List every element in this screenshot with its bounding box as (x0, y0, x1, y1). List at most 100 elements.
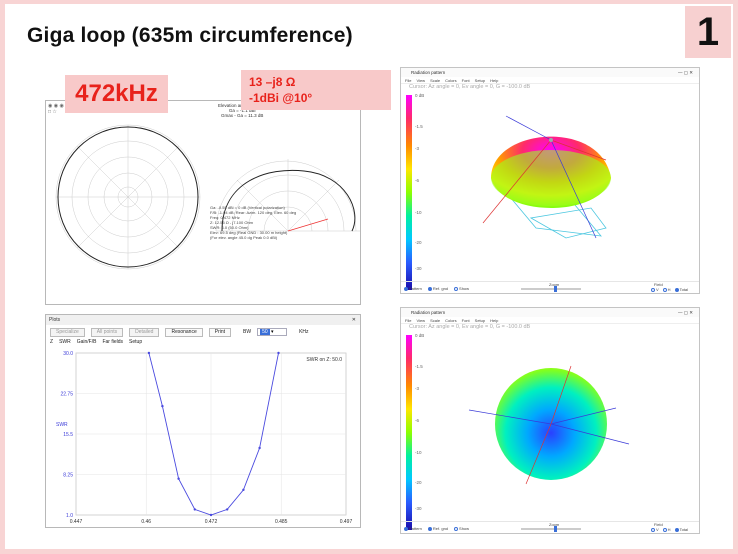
menu-font[interactable]: Font (461, 78, 470, 83)
zoom-slider[interactable] (521, 288, 581, 290)
field-label: Field (654, 282, 663, 287)
field-total-radio[interactable]: Total (674, 527, 688, 532)
azimuth-polar-plot (55, 124, 201, 270)
menu-scale[interactable]: Scale (430, 78, 441, 83)
scale-label: -1.5 (415, 124, 423, 129)
zoom-thumb[interactable] (554, 286, 557, 292)
slide-number: 1 (685, 6, 731, 58)
zoom-thumb[interactable] (554, 526, 557, 532)
x-tick-label: 0.497 (340, 519, 353, 525)
radiation-pattern-window-top: Radiation pattern — ▢ ✕ File View Scale C… (400, 67, 700, 294)
menu-help[interactable]: Help (490, 318, 499, 323)
close-icon[interactable]: ✕ (351, 317, 356, 323)
pattern-checkbox[interactable]: Pattern (404, 286, 422, 291)
menu-view[interactable]: View (416, 318, 426, 323)
field-v-radio[interactable]: V (651, 527, 659, 532)
scale-label: -30 (415, 506, 422, 511)
color-scale-bar (406, 95, 412, 290)
radiation-controls: Pattern Ref. gnd Show Zoom Field V H Tot… (401, 521, 699, 533)
bw-label: BW (243, 329, 252, 335)
radiation-menu: File View Scale Colors Font Setup Help (401, 317, 699, 324)
menu-file[interactable]: File (405, 318, 412, 323)
scale-label: -6 (415, 418, 420, 423)
plots-menu: Z SWR Gain/F/B Far fields Setup (50, 339, 142, 345)
menu-help[interactable]: Help (490, 78, 499, 83)
zoom-label: Zoom (549, 282, 560, 287)
y-tick-label: 1.0 (66, 513, 73, 519)
specialize-button[interactable]: Specialize (50, 327, 85, 337)
swr-data-point (161, 404, 164, 408)
show-checkbox[interactable]: Show (454, 526, 469, 531)
elevation-pattern-window: ◉ ◉ ◉□ ☆ Elevation angle = 70deg Ga = -1… (45, 100, 361, 305)
zoom-slider[interactable] (521, 528, 581, 530)
resonance-button[interactable]: Resonance (165, 327, 203, 337)
scale-label: -3 (415, 386, 420, 391)
field-label: Field (654, 522, 663, 527)
color-scale-bar (406, 335, 412, 530)
scale-label: -10 (415, 450, 422, 455)
ref-gnd-checkbox[interactable]: Ref. gnd (427, 286, 448, 291)
swr-data-point (226, 508, 229, 511)
menu-colors[interactable]: Colors (445, 78, 457, 83)
all-points-button[interactable]: All points (90, 327, 124, 337)
radiation-3d-view (482, 115, 611, 239)
scale-label: 0 dB (415, 333, 425, 338)
x-tick-label: 0.472 (205, 519, 218, 525)
menu-scale[interactable]: Scale (430, 318, 441, 323)
scale-label: -6 (415, 178, 420, 183)
print-button[interactable]: Print (208, 327, 232, 337)
cursor-readout: Cursor: Az angle = 0, Ev angle = 0, G = … (409, 324, 531, 330)
swr-data-point (209, 513, 213, 517)
menu-setup[interactable]: Setup (129, 339, 143, 345)
menu-setup[interactable]: Setup (474, 318, 486, 323)
swr-data-point (193, 508, 196, 511)
menu-z[interactable]: Z (50, 339, 54, 345)
swr-data-point (277, 351, 280, 355)
swr-chart: 30.0 22.75 15.5 8.25 1.00.447 0.46 0.472 0.485 0… (56, 351, 353, 525)
scale-label: -30 (415, 266, 422, 271)
menu-font[interactable]: Font (461, 318, 470, 323)
scale-label: -1.5 (415, 364, 423, 369)
swr-annotation: SWR on Z: 50.0 (306, 357, 342, 363)
radiation-controls: Pattern Ref. gnd Show Zoom Field V H Tot… (401, 281, 699, 293)
plots-window: Plots ✕ Specialize All points Detailed Re… (45, 314, 361, 528)
pattern-checkbox[interactable]: Pattern (404, 526, 422, 531)
window-controls-icon[interactable]: — ▢ ✕ (677, 310, 693, 315)
field-h-radio[interactable]: H (662, 287, 671, 292)
menu-colors[interactable]: Colors (445, 318, 457, 323)
swr-data-point (258, 446, 261, 450)
radiation-title-bar: Radiation pattern — ▢ ✕ (401, 68, 699, 77)
radiation-pattern-window-bottom: Radiation pattern — ▢ ✕ File View Scale C… (400, 307, 700, 534)
swr-data-point (147, 351, 151, 355)
menu-gain[interactable]: Gain/F/B (76, 339, 97, 345)
frequency-callout: 472kHz (65, 75, 168, 113)
scale-label: -20 (415, 240, 422, 245)
field-v-radio[interactable]: V (651, 287, 659, 292)
x-tick-label: 0.485 (275, 519, 288, 525)
window-controls-icon[interactable]: — ▢ ✕ (677, 70, 693, 75)
radiation-menu: File View Scale Colors Font Setup Help (401, 77, 699, 84)
y-tick-label: 22.75 (60, 392, 73, 398)
menu-swr[interactable]: SWR (59, 339, 71, 345)
menu-far-fields[interactable]: Far fields (102, 339, 124, 345)
field-h-radio[interactable]: H (662, 527, 671, 532)
plots-title-bar: Plots ✕ (46, 315, 360, 325)
menu-file[interactable]: File (405, 78, 412, 83)
ref-gnd-checkbox[interactable]: Ref. gnd (427, 526, 448, 531)
show-checkbox[interactable]: Show (454, 286, 469, 291)
scale-label: -10 (415, 210, 422, 215)
y-axis-label: SWR (56, 422, 68, 428)
menu-setup[interactable]: Setup (474, 78, 486, 83)
bw-input[interactable]: 50 ▾ (257, 328, 288, 336)
x-tick-label: 0.447 (70, 519, 83, 525)
legend: ◉ ◉ ◉ □ ☆ (48, 103, 64, 115)
field-total-radio[interactable]: Total (674, 287, 688, 292)
radiation-title-bar: Radiation pattern — ▢ ✕ (401, 308, 699, 317)
detailed-button[interactable]: Detailed (129, 327, 160, 337)
menu-view[interactable]: View (416, 78, 426, 83)
swr-data-point (177, 477, 180, 480)
x-tick-label: 0.46 (141, 519, 151, 525)
scale-label: 0 dB (415, 93, 425, 98)
swr-data-point (242, 488, 245, 492)
